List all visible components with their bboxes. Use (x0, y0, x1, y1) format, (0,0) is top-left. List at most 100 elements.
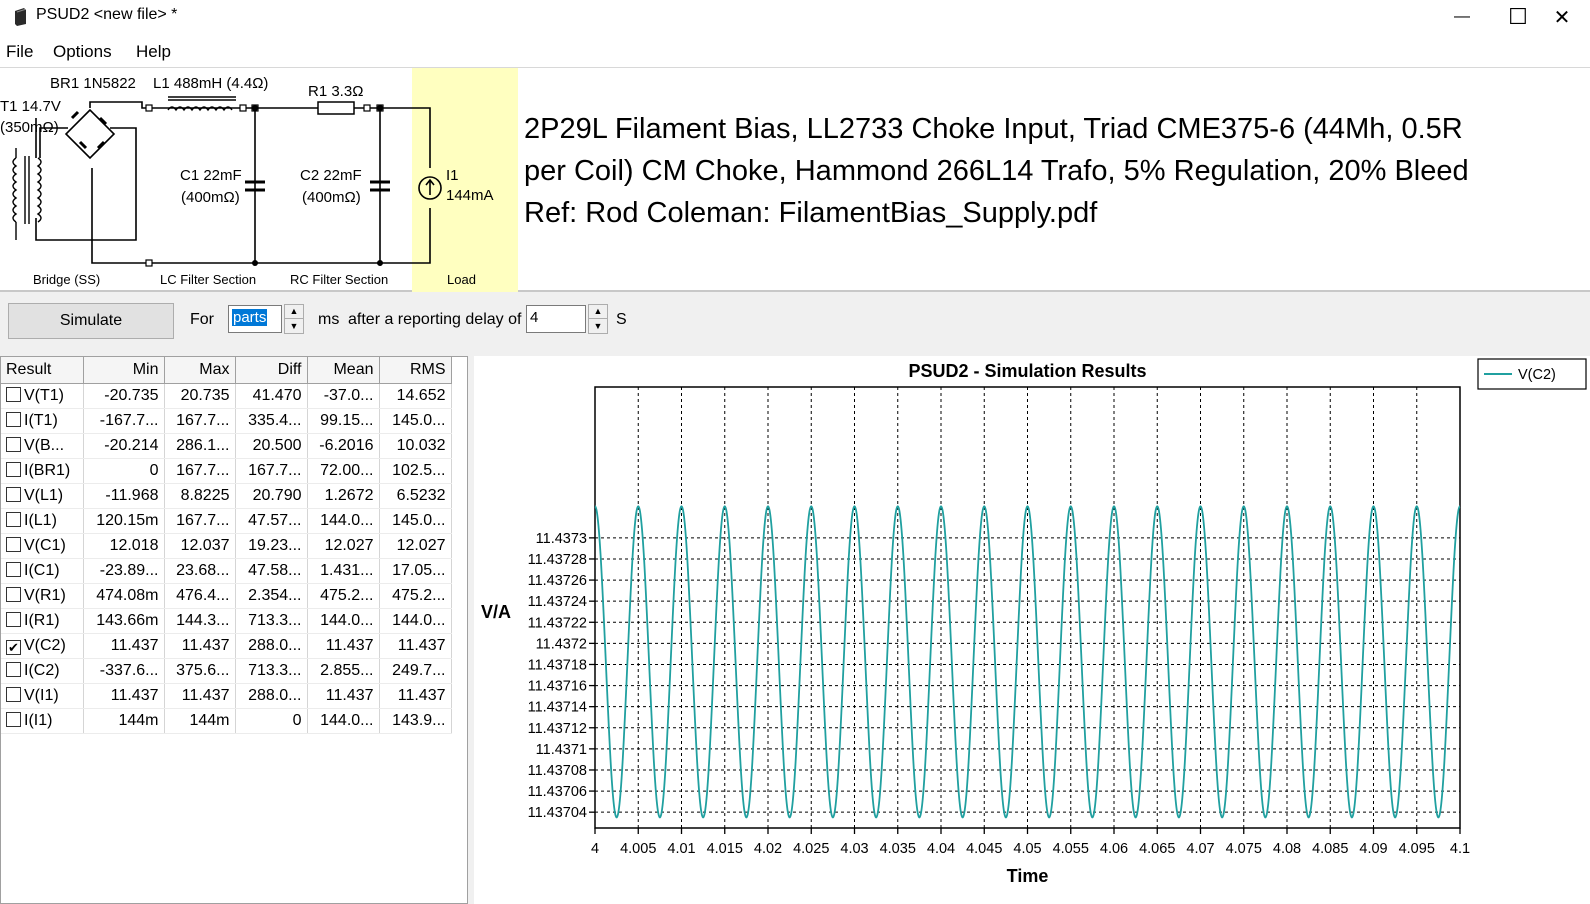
menu-file[interactable]: File (6, 42, 34, 61)
result-checkbox[interactable] (6, 386, 21, 402)
header-min[interactable]: Min (83, 357, 165, 384)
menu-options[interactable]: Options (53, 42, 112, 61)
y-tick-label: 11.43724 (528, 594, 587, 610)
result-diff: 2.354... (235, 583, 308, 609)
l1-label: L1 488mH (4.4Ω) (153, 75, 268, 92)
spin-down-icon[interactable]: ▼ (593, 320, 603, 331)
result-rms: 102.5... (379, 458, 452, 484)
result-checkbox[interactable] (6, 436, 21, 452)
result-checkbox[interactable] (6, 686, 21, 702)
description-line-1: 2P29L Filament Bias, LL2733 Choke Input,… (524, 113, 1463, 145)
table-row[interactable]: V(B... -20.214 286.1... 20.500 -6.2016 10.032 (1, 433, 452, 459)
header-mean[interactable]: Mean (307, 357, 380, 384)
close-button[interactable]: ✕ (1534, 0, 1590, 34)
t1-resistance-label: (350mΩ) (0, 119, 59, 136)
result-checkbox[interactable] (6, 611, 21, 627)
result-checkbox[interactable] (6, 661, 21, 677)
chart-title: PSUD2 - Simulation Results (908, 361, 1146, 381)
duration-spinner[interactable]: ▲ ▼ (284, 304, 304, 334)
bridge-rectifier (64, 108, 116, 160)
result-checkbox[interactable]: ✔ (6, 639, 21, 655)
table-row[interactable]: I(C1) -23.89... 23.68... 47.58... 1.431... 17… (1, 558, 452, 584)
c2-label: C2 22mF (300, 167, 362, 184)
result-rms: 145.0... (379, 508, 452, 534)
result-checkbox[interactable] (6, 411, 21, 427)
choke-l1 (167, 96, 236, 112)
result-checkbox[interactable] (6, 536, 21, 552)
result-max: 12.037 (164, 533, 236, 559)
table-row[interactable]: V(I1) 11.437 11.437 288.0... 11.437 11.437 (1, 683, 452, 709)
table-row[interactable]: V(L1) -11.968 8.8225 20.790 1.2672 6.5232 (1, 483, 452, 509)
spin-down-icon[interactable]: ▼ (289, 320, 299, 331)
table-row[interactable]: I(BR1) 0 167.7... 167.7... 72.00... 102.5... (1, 458, 452, 484)
x-tick-label: 4.045 (966, 841, 1002, 857)
result-diff: 0 (235, 708, 308, 734)
result-checkbox[interactable] (6, 561, 21, 577)
spin-up-icon[interactable]: ▲ (589, 305, 607, 319)
c1-esr-label: (400mΩ) (181, 189, 240, 206)
table-row[interactable]: I(C2) -337.6... 375.6... 713.3... 2.855... 24… (1, 658, 452, 684)
result-diff: 713.3... (235, 658, 308, 684)
result-checkbox[interactable] (6, 511, 21, 527)
result-name: V(L1) (24, 486, 64, 504)
circuit-panel: BR1 1N5822 L1 488mH (4.4Ω) T1 14.7V (350… (0, 68, 1590, 292)
result-max: 167.7... (164, 408, 236, 434)
result-mean: 11.437 (307, 633, 380, 659)
result-mean: 2.855... (307, 658, 380, 684)
table-row[interactable]: V(T1) -20.735 20.735 41.470 -37.0... 14.652 (1, 383, 452, 409)
maximize-button[interactable]: ☐ (1490, 0, 1546, 34)
minimize-icon: — (1454, 8, 1470, 25)
duration-input[interactable]: parts (228, 305, 282, 333)
header-rms[interactable]: RMS (379, 357, 452, 384)
title-bar: PSUD2 <new file> * — ☐ ✕ (0, 0, 1590, 34)
result-min: -20.735 (83, 383, 165, 409)
result-cell: I(R1) (1, 608, 84, 634)
header-result[interactable]: Result (1, 357, 84, 384)
result-checkbox[interactable] (6, 461, 21, 477)
simulation-chart[interactable]: PSUD2 - Simulation Results 4 4.005 4.01 4.01… (474, 356, 1590, 904)
result-checkbox[interactable] (6, 486, 21, 502)
table-row[interactable]: V(R1) 474.08m 476.4... 2.354... 475.2... 475.… (1, 583, 452, 609)
table-row[interactable]: ✔ V(C2) 11.437 11.437 288.0... 11.437 11.437 (1, 633, 452, 659)
x-tick-label: 4 (591, 841, 599, 857)
result-min: 0 (83, 458, 165, 484)
result-name: I(R1) (24, 611, 60, 629)
x-tick-label: 4.07 (1186, 841, 1214, 857)
result-min: 474.08m (83, 583, 165, 609)
x-tick-label: 4.08 (1273, 841, 1301, 857)
results-table: Result Min Max Diff Mean RMS V(T1) -20.73… (1, 357, 452, 734)
result-mean: -6.2016 (307, 433, 380, 459)
result-checkbox[interactable] (6, 586, 21, 602)
x-tick-label: 4.1 (1450, 841, 1470, 857)
delay-spinner[interactable]: ▲ ▼ (588, 304, 608, 334)
br1-label: BR1 1N5822 (50, 75, 136, 92)
delay-input[interactable]: 4 (526, 305, 586, 333)
spin-up-icon[interactable]: ▲ (285, 305, 303, 319)
table-row[interactable]: I(R1) 143.66m 144.3... 713.3... 144.0... 144.… (1, 608, 452, 634)
y-tick-label: 11.43718 (528, 657, 587, 673)
circuit-description[interactable]: 2P29L Filament Bias, LL2733 Choke Input,… (524, 108, 1584, 234)
table-row[interactable]: I(L1) 120.15m 167.7... 47.57... 144.0... 145.… (1, 508, 452, 534)
y-tick-label: 11.43728 (528, 552, 587, 568)
header-max[interactable]: Max (164, 357, 236, 384)
menu-help[interactable]: Help (136, 42, 171, 61)
header-diff[interactable]: Diff (235, 357, 308, 384)
simulate-button[interactable]: Simulate (8, 303, 174, 339)
result-mean: 475.2... (307, 583, 380, 609)
x-tick-label: 4.015 (707, 841, 743, 857)
result-checkbox[interactable] (6, 711, 21, 727)
table-row[interactable]: I(I1) 144m 144m 0 144.0... 143.9... (1, 708, 452, 734)
load-highlight (412, 68, 518, 292)
result-cell: I(T1) (1, 408, 84, 434)
table-row[interactable]: V(C1) 12.018 12.037 19.23... 12.027 12.027 (1, 533, 452, 559)
result-mean: 1.2672 (307, 483, 380, 509)
result-min: 144m (83, 708, 165, 734)
minimize-button[interactable]: — (1434, 0, 1490, 34)
table-row[interactable]: I(T1) -167.7... 167.7... 335.4... 99.15... 14… (1, 408, 452, 434)
results-table-panel[interactable]: Result Min Max Diff Mean RMS V(T1) -20.73… (0, 356, 468, 904)
result-min: 11.437 (83, 683, 165, 709)
circuit-schematic[interactable]: BR1 1N5822 L1 488mH (4.4Ω) T1 14.7V (350… (0, 68, 520, 292)
result-mean: 99.15... (307, 408, 380, 434)
close-icon: ✕ (1553, 6, 1571, 29)
result-diff: 20.500 (235, 433, 308, 459)
